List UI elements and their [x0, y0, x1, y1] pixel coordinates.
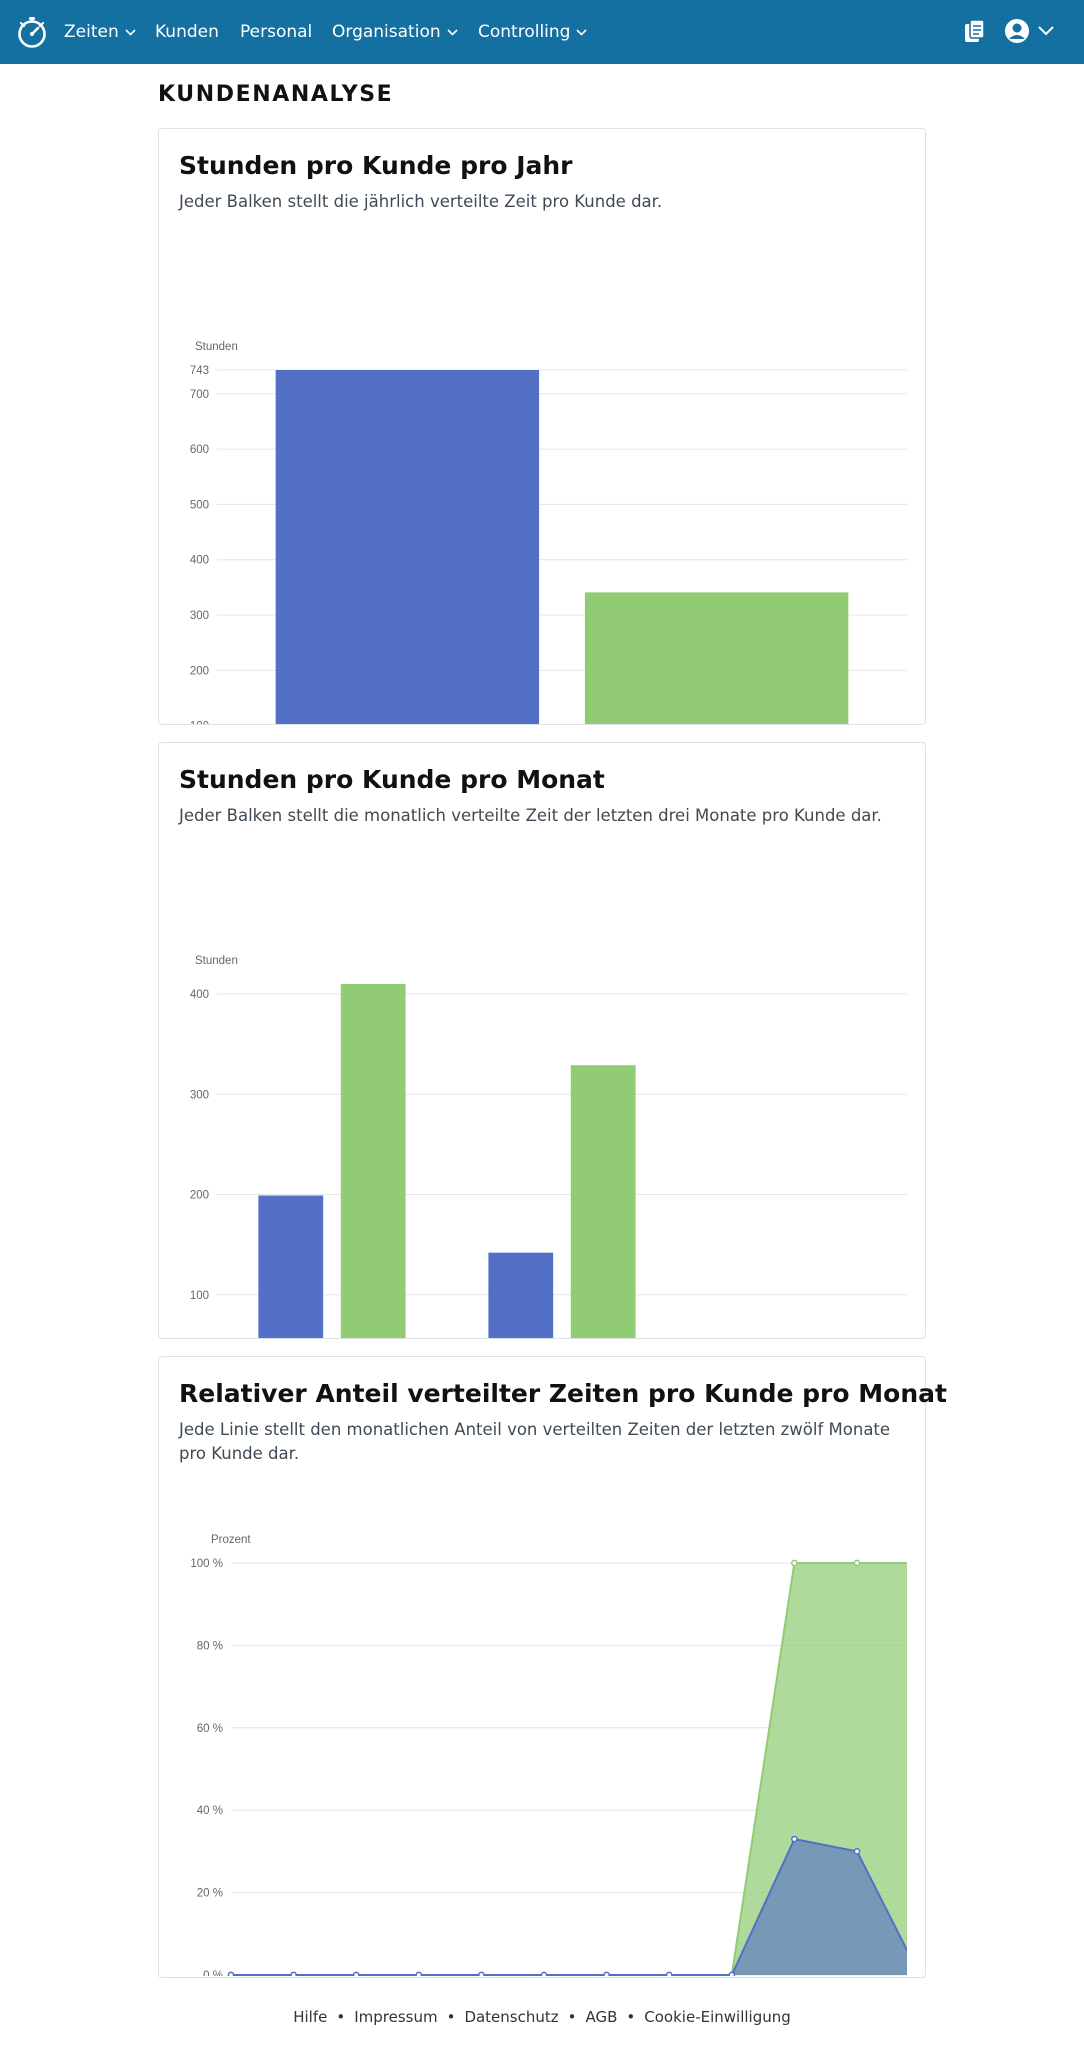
data-point — [791, 1835, 798, 1843]
y-tick-label: 0 % — [203, 1970, 223, 1976]
card-description: Jeder Balken stellt die monatlich vertei… — [179, 806, 882, 825]
footer-separator: • — [567, 2008, 577, 2026]
line-series — [231, 1837, 907, 1976]
chevron-down-icon — [1038, 26, 1054, 36]
data-point — [728, 1971, 736, 1976]
data-point — [665, 1971, 673, 1976]
data-point — [917, 1972, 922, 1976]
footer-separator: • — [336, 2008, 346, 2026]
footer-separator: • — [626, 2008, 636, 2026]
footer-separator: • — [446, 2008, 456, 2026]
card-title: Relativer Anteil verteilter Zeiten pro K… — [179, 1379, 947, 1408]
chart-yearly-bar: Stunden01002003004005006007007432023 — [190, 341, 907, 724]
footer-link-hilfe[interactable]: Hilfe — [293, 2008, 328, 2026]
card-title: Stunden pro Kunde pro Monat — [179, 765, 605, 794]
chart-card-relative: Relativer Anteil verteilter Zeiten pro K… — [158, 1356, 947, 1978]
card-description: Jeder Balken stellt die jährlich verteil… — [179, 192, 663, 211]
y-tick-label: 100 — [190, 721, 209, 724]
data-point — [290, 1971, 297, 1976]
y-tick-label: 600 — [190, 444, 209, 456]
area-series — [231, 1839, 907, 1975]
user-menu[interactable] — [1004, 18, 1054, 44]
chevron-down-icon — [576, 28, 588, 36]
bar — [488, 1252, 554, 1338]
y-tick-label: 500 — [190, 499, 209, 511]
bar — [340, 984, 406, 1338]
page-title: KUNDENANALYSE — [158, 82, 394, 107]
y-tick-label: 200 — [190, 1190, 209, 1202]
nav-zeiten-label: Zeiten — [64, 22, 119, 42]
bar — [570, 1065, 636, 1338]
bar — [584, 592, 849, 724]
user-avatar-icon — [1005, 19, 1029, 43]
chevron-down-icon — [125, 28, 136, 36]
top-navbar: Zeiten Kunden Personal Organisation Cont… — [0, 0, 1084, 64]
footer-link-impressum[interactable]: Impressum — [354, 2008, 438, 2026]
data-point — [791, 1559, 798, 1567]
y-axis-label: Stunden — [195, 955, 238, 967]
data-point — [352, 1971, 360, 1976]
card-description: Jede Linie stellt den monatlichen Anteil… — [179, 1420, 891, 1463]
nav-organisation[interactable]: Organisation — [332, 0, 458, 64]
data-point — [603, 1971, 610, 1976]
y-tick-label: 200 — [190, 665, 209, 677]
footer: Hilfe • Impressum • Datenschutz • AGB • Cookie-E… — [0, 2008, 1084, 2026]
y-tick-label: 60 % — [197, 1723, 223, 1735]
chart-monthly-bar: Stunden0100200300400MarAprMai — [190, 955, 907, 1338]
nav-kunden[interactable]: Kunden — [155, 0, 219, 64]
footer-link-cookie[interactable]: Cookie-Einwilligung — [644, 2008, 791, 2026]
data-point — [415, 1971, 423, 1976]
data-point — [540, 1971, 548, 1976]
data-point — [917, 1560, 922, 1565]
data-point — [853, 1559, 861, 1567]
chevron-down-icon — [447, 28, 458, 36]
data-point — [853, 1848, 861, 1855]
footer-link-agb[interactable]: AGB — [585, 2008, 618, 2026]
y-tick-label: 400 — [190, 555, 209, 567]
y-tick-label: 40 % — [197, 1805, 223, 1817]
footer-link-datenschutz[interactable]: Datenschutz — [464, 2008, 559, 2026]
nav-controlling-label: Controlling — [478, 22, 571, 42]
data-point — [478, 1971, 485, 1976]
y-axis-label: Stunden — [195, 341, 238, 353]
chart-card-monthly: Stunden pro Kunde pro Monat Jeder Balken… — [158, 742, 926, 1339]
clipboard-icon[interactable] — [964, 18, 986, 44]
chart-card-yearly: Stunden pro Kunde pro Jahr Jeder Balken … — [158, 128, 926, 725]
y-tick-label: 700 — [190, 389, 209, 401]
y-tick-label: 400 — [190, 989, 209, 1001]
stopwatch-logo[interactable] — [14, 14, 50, 50]
y-tick-label: 743 — [190, 365, 209, 377]
nav-zeiten[interactable]: Zeiten — [64, 0, 136, 64]
nav-personal-label: Personal — [240, 22, 313, 42]
nav-kunden-label: Kunden — [155, 22, 219, 42]
y-tick-label: 100 % — [190, 1558, 223, 1570]
card-title: Stunden pro Kunde pro Jahr — [179, 151, 573, 180]
bar — [275, 370, 540, 724]
nav-controlling[interactable]: Controlling — [478, 0, 588, 64]
y-tick-label: 20 % — [197, 1888, 223, 1900]
area-series-group — [227, 1559, 922, 1976]
nav-organisation-label: Organisation — [332, 22, 441, 42]
bar — [258, 1195, 324, 1338]
data-point — [227, 1971, 235, 1976]
y-tick-label: 80 % — [197, 1640, 223, 1652]
y-tick-label: 300 — [190, 1089, 209, 1101]
y-tick-label: 100 — [190, 1290, 209, 1302]
y-axis-label: Prozent — [211, 1534, 251, 1546]
y-tick-label: 300 — [190, 610, 209, 622]
nav-personal[interactable]: Personal — [240, 0, 312, 64]
